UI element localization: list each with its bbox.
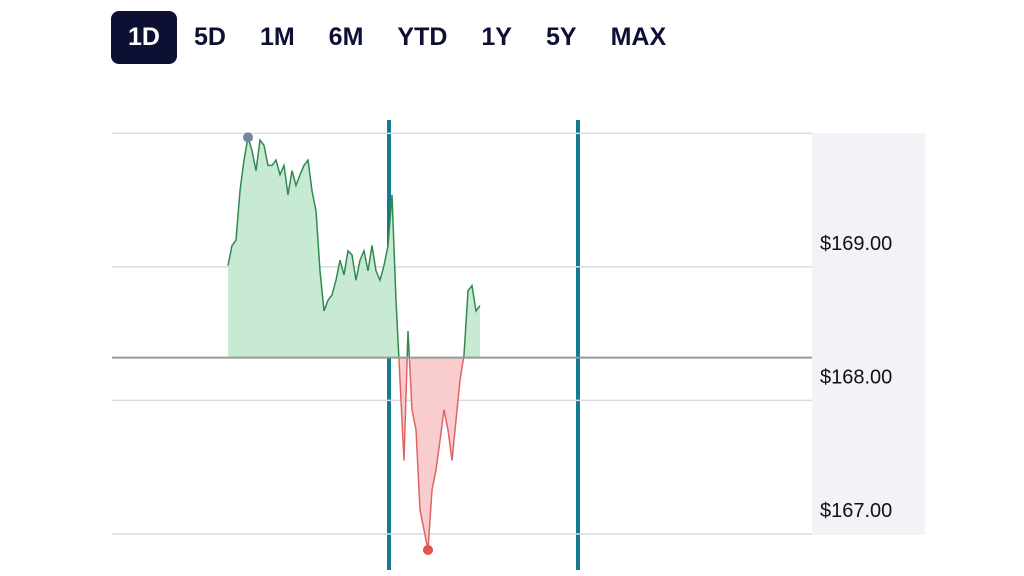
price-line-down [398, 357, 465, 551]
high-marker [243, 132, 253, 143]
y-tick-label: $168.00 [820, 367, 892, 389]
range-tab[interactable]: 6M [328, 23, 364, 51]
range-tab[interactable]: MAX [610, 23, 667, 51]
y-tick-label: $167.00 [820, 500, 892, 522]
range-tabs: 1D 5D 1M 6M YTD 1Y 5Y MAX [111, 11, 683, 64]
range-tab[interactable]: 1M [259, 23, 295, 51]
range-tab[interactable]: 1Y [481, 23, 512, 51]
low-marker [423, 544, 433, 555]
range-tab[interactable]: 1D [111, 11, 177, 64]
area-down [398, 357, 464, 550]
y-tick-label: $169.00 [820, 233, 892, 255]
range-tab[interactable]: 5D [193, 23, 226, 51]
area-up [228, 137, 480, 358]
price-line-up [227, 137, 481, 358]
range-tab[interactable]: YTD [397, 23, 448, 51]
axis-panel [812, 133, 925, 535]
range-tab[interactable]: 5Y [546, 23, 577, 51]
